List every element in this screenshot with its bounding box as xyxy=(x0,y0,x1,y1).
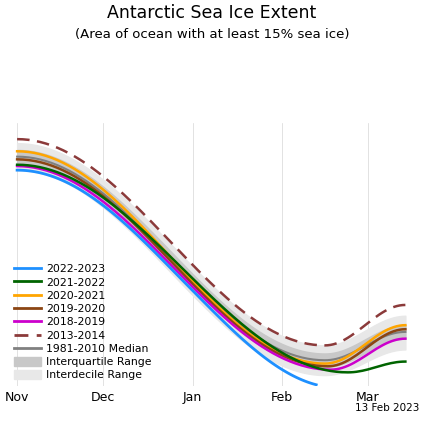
Text: 13 Feb 2023: 13 Feb 2023 xyxy=(355,403,420,413)
Text: Antarctic Sea Ice Extent: Antarctic Sea Ice Extent xyxy=(107,4,317,22)
Text: (Area of ocean with at least 15% sea ice): (Area of ocean with at least 15% sea ice… xyxy=(75,28,349,41)
Legend: 2022-2023, 2021-2022, 2020-2021, 2019-2020, 2018-2019, 2013-2014, 1981-2010 Medi: 2022-2023, 2021-2022, 2020-2021, 2019-20… xyxy=(14,264,152,380)
